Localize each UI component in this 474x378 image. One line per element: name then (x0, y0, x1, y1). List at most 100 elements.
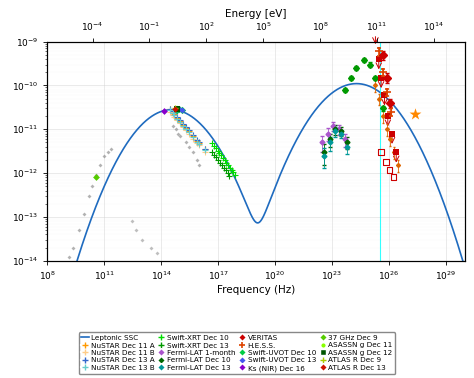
Point (382, 159, 390, 165)
Point (182, 124, 190, 130)
Point (185, 127, 193, 133)
Point (180, 122, 187, 128)
Point (182, 127, 190, 133)
Point (201, 146, 209, 152)
Point (166, 105, 174, 112)
Point (178, 107, 185, 113)
Point (173, 115, 181, 121)
Point (411, 111, 419, 117)
Point (182, 125, 190, 132)
Point (224, 162, 232, 168)
Point (180, 121, 187, 127)
Point (377, 149, 385, 155)
Point (214, 157, 222, 163)
Point (190, 134, 197, 140)
Point (169, 110, 176, 116)
Point (209, 149, 216, 155)
Point (190, 132, 197, 138)
Point (209, 140, 216, 146)
Point (169, 112, 176, 118)
Point (169, 123, 176, 129)
Point (228, 167, 236, 173)
Point (128, 218, 136, 224)
Point (223, 160, 230, 166)
Point (212, 154, 220, 160)
Point (193, 140, 201, 146)
Point (173, 116, 181, 122)
Point (174, 130, 182, 136)
Point (190, 133, 197, 139)
Point (182, 124, 190, 130)
Point (388, 130, 396, 136)
Point (69, 245, 77, 251)
Point (173, 106, 181, 112)
Point (160, 108, 168, 114)
Point (175, 106, 183, 112)
Point (171, 112, 178, 118)
Point (212, 145, 219, 151)
Point (173, 107, 181, 113)
Point (193, 139, 201, 145)
Point (185, 131, 193, 137)
Point (375, 56, 383, 62)
Point (178, 107, 185, 113)
Point (182, 139, 190, 146)
Point (229, 169, 237, 175)
Point (166, 109, 174, 115)
Point (100, 153, 108, 159)
Point (96, 163, 104, 169)
Point (175, 106, 183, 112)
Point (195, 142, 203, 148)
X-axis label: Frequency (Hz): Frequency (Hz) (217, 285, 295, 295)
Point (173, 106, 181, 112)
Point (193, 137, 201, 143)
Point (85, 193, 92, 199)
Point (147, 245, 155, 251)
Point (221, 157, 228, 163)
Point (166, 107, 174, 113)
Point (372, 31, 379, 37)
X-axis label: Energy [eV]: Energy [eV] (225, 9, 287, 19)
Point (176, 119, 184, 125)
Point (210, 152, 218, 158)
Point (384, 113, 392, 119)
Point (218, 162, 226, 168)
Point (226, 164, 234, 170)
Point (386, 167, 393, 173)
Point (377, 75, 385, 81)
Point (226, 173, 233, 179)
Point (195, 141, 203, 147)
Point (176, 117, 184, 123)
Point (222, 167, 229, 174)
Point (224, 170, 231, 176)
Point (169, 109, 176, 115)
Point (190, 136, 197, 142)
Point (173, 117, 181, 123)
Point (201, 149, 209, 155)
Point (138, 237, 146, 243)
Point (185, 144, 193, 150)
Point (185, 129, 193, 135)
Point (193, 157, 201, 163)
Point (185, 129, 193, 135)
Point (176, 118, 184, 124)
Point (172, 105, 179, 111)
Point (153, 250, 161, 256)
Point (216, 150, 223, 156)
Point (217, 152, 225, 158)
Point (180, 124, 187, 130)
Point (171, 110, 178, 116)
Legend: Leptonic SSC, NuSTAR Dec 11 A, NuSTAR Dec 11 B, NuSTAR Dec 13 A, NuSTAR Dec 13 B: Leptonic SSC, NuSTAR Dec 11 A, NuSTAR De… (79, 332, 395, 374)
Point (193, 138, 201, 144)
Point (88, 183, 96, 189)
Point (133, 227, 140, 233)
Point (201, 146, 209, 152)
Point (107, 146, 115, 152)
Point (216, 160, 224, 166)
Point (172, 126, 180, 132)
Point (381, 92, 388, 98)
Point (195, 140, 203, 146)
Point (173, 114, 181, 120)
Point (104, 149, 111, 155)
Point (201, 147, 209, 153)
